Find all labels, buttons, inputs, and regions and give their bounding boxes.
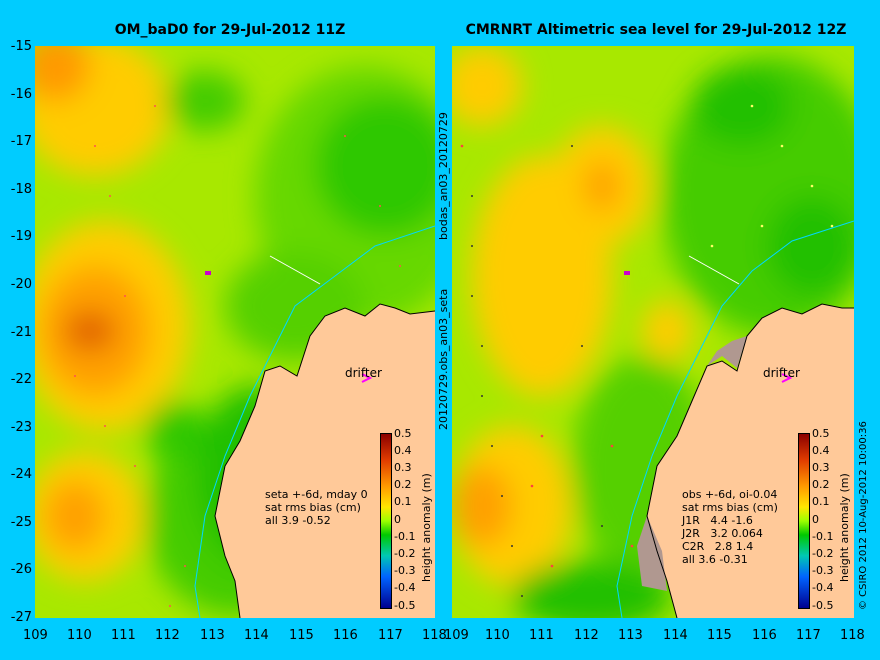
colorbar-tick: -0.5 (812, 599, 834, 612)
right-stats-line: J2R 3.2 0.064 (682, 527, 763, 540)
x-tick-label: 109 (444, 628, 469, 643)
x-tick-label: 115 (289, 628, 314, 643)
x-tick-label: 117 (796, 628, 821, 643)
y-tick-label: -17 (10, 134, 32, 149)
y-tick-label: -18 (10, 182, 32, 197)
y-tick-label: -16 (10, 87, 32, 102)
colorbar-tick: 0.3 (812, 461, 830, 474)
right-map-title: CMRNRT Altimetric sea level for 29-Jul-2… (465, 22, 847, 38)
colorbar-tick: -0.3 (394, 564, 416, 577)
left-drifter-label: drifter (345, 366, 382, 380)
left-stats-line: all 3.9 -0.52 (265, 514, 331, 527)
right-colorbar-gradient (798, 433, 810, 609)
y-tick-label: -26 (10, 562, 32, 577)
y-tick-label: -20 (10, 277, 32, 292)
right-map-field (452, 46, 854, 618)
colorbar-tick: 0.5 (394, 427, 412, 440)
colorbar-tick: 0.4 (394, 444, 412, 457)
colorbar-tick: 0.3 (394, 461, 412, 474)
left-colorbar-gradient (380, 433, 392, 609)
x-tick-label: 110 (67, 628, 92, 643)
x-tick-label: 112 (155, 628, 180, 643)
y-tick-label: -25 (10, 515, 32, 530)
colorbar-tick: -0.2 (812, 547, 834, 560)
x-tick-label: 110 (485, 628, 510, 643)
left-map-field (35, 46, 435, 618)
left-stats-line: sat rms bias (cm) (265, 501, 361, 514)
right-stats-line: obs +-6d, oi-0.04 (682, 488, 778, 501)
left-map-title: OM_baD0 for 29-Jul-2012 11Z (114, 22, 346, 38)
side-label-bottom: 20120729.obs_an03_seta (437, 288, 450, 430)
x-tick-label: 113 (618, 628, 643, 643)
colorbar-title: height anomaly (m) (838, 473, 851, 582)
y-tick-label: -15 (10, 39, 32, 54)
left-map-panel: drifter seta +-6d, mday 0 sat rms bias (… (35, 46, 435, 618)
colorbar-tick: -0.4 (394, 581, 416, 594)
x-tick-label: 114 (244, 628, 269, 643)
colorbar-tick: 0.1 (812, 495, 830, 508)
colorbar-tick: -0.3 (812, 564, 834, 577)
x-tick-label: 116 (333, 628, 358, 643)
colorbar-tick: 0.2 (394, 478, 412, 491)
colorbar-tick: -0.1 (394, 530, 416, 543)
colorbar-title: height anomaly (m) (420, 473, 433, 582)
x-tick-label: 118 (422, 628, 447, 643)
left-stats-line: seta +-6d, mday 0 (265, 488, 368, 501)
x-tick-label: 112 (574, 628, 599, 643)
x-tick-label: 116 (752, 628, 777, 643)
colorbar-tick: -0.5 (394, 599, 416, 612)
y-tick-label: -27 (10, 610, 32, 625)
y-tick-label: -22 (10, 372, 32, 387)
right-stats-line: J1R 4.4 -1.6 (682, 514, 753, 527)
side-label-top: bodas_an03_20120729 (437, 112, 450, 240)
colorbar-tick: 0.2 (812, 478, 830, 491)
colorbar-tick: -0.4 (812, 581, 834, 594)
x-tick-label: 111 (529, 628, 554, 643)
x-tick-label: 111 (111, 628, 136, 643)
y-tick-label: -19 (10, 229, 32, 244)
x-tick-label: 118 (840, 628, 865, 643)
y-tick-label: -24 (10, 467, 32, 482)
right-drifter-label: drifter (763, 366, 800, 380)
colorbar-tick: -0.2 (394, 547, 416, 560)
right-stats-box: obs +-6d, oi-0.04 sat rms bias (cm) J1R … (682, 488, 778, 566)
credit-label: © CSIRO 2012 10-Aug-2012 10:00:36 (858, 421, 869, 610)
right-stats-line: sat rms bias (cm) (682, 501, 778, 514)
colorbar-tick: 0 (394, 513, 401, 526)
right-stats-line: C2R 2.8 1.4 (682, 540, 754, 553)
left-stats-box: seta +-6d, mday 0 sat rms bias (cm) all … (265, 488, 368, 527)
y-tick-label: -21 (10, 325, 32, 340)
x-tick-label: 114 (663, 628, 688, 643)
colorbar-tick: 0.1 (394, 495, 412, 508)
right-map-panel: drifter obs +-6d, oi-0.04 sat rms bias (… (452, 46, 854, 618)
colorbar-tick: -0.1 (812, 530, 834, 543)
y-tick-label: -23 (10, 420, 32, 435)
colorbar-tick: 0.5 (812, 427, 830, 440)
colorbar-tick: 0.4 (812, 444, 830, 457)
x-tick-label: 117 (378, 628, 403, 643)
x-tick-label: 115 (707, 628, 732, 643)
x-tick-label: 109 (23, 628, 48, 643)
x-tick-label: 113 (200, 628, 225, 643)
right-stats-line: all 3.6 -0.31 (682, 553, 748, 566)
colorbar-tick: 0 (812, 513, 819, 526)
